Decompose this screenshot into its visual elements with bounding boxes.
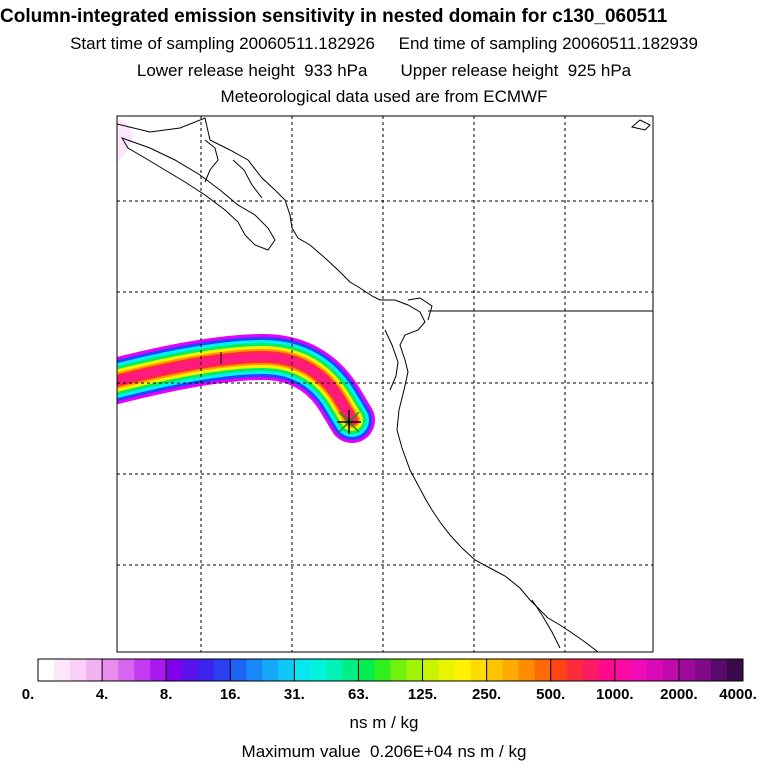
sampling-time-line: Start time of sampling 20060511.182926 E… xyxy=(70,34,698,53)
colorbar-swatch xyxy=(134,659,151,681)
puget-sound xyxy=(384,329,399,391)
colorbar-swatch xyxy=(454,659,472,681)
colorbar-label: 4000. xyxy=(719,686,757,703)
colorbar-swatch xyxy=(486,659,504,681)
colorbar-swatch xyxy=(230,659,247,681)
colorbar-swatch xyxy=(518,659,536,681)
inland-coast xyxy=(407,297,433,321)
colorbar xyxy=(37,658,744,682)
colorbar-label: 31. xyxy=(283,686,305,703)
maximum-value: Maximum value 0.206E+04 ns m / kg xyxy=(241,742,527,761)
colorbar-label: 2000. xyxy=(660,686,698,703)
map-frame xyxy=(116,115,654,653)
plume-band xyxy=(117,352,356,424)
colorbar-swatch xyxy=(358,659,375,681)
colorbar-swatch xyxy=(694,659,712,681)
bay-coast xyxy=(531,599,561,649)
map-title: Column-integrated emission sensitivity i… xyxy=(0,6,668,27)
colorbar-label: 125. xyxy=(407,686,438,703)
colorbar-swatch xyxy=(38,659,55,681)
map-area xyxy=(117,116,653,652)
met-data-line: Meteorological data used are from ECMWF xyxy=(220,87,548,106)
colorbar-swatch xyxy=(54,659,71,681)
colorbar-label: 4. xyxy=(95,686,109,703)
colorbar-swatch xyxy=(630,659,648,681)
colorbar-swatch xyxy=(198,659,215,681)
colorbar-swatch xyxy=(678,659,696,681)
colorbar-swatch xyxy=(406,659,424,681)
island-small xyxy=(630,119,651,131)
colorbar-swatch xyxy=(422,659,440,681)
colorbar-label: 500. xyxy=(536,686,566,703)
lat-lon-grid xyxy=(117,116,653,652)
coastlines xyxy=(117,117,651,652)
colorbar-swatch xyxy=(326,659,343,681)
colorbar-swatch xyxy=(166,659,183,681)
colorbar-swatch xyxy=(582,659,600,681)
colorbar-frame xyxy=(37,658,744,682)
colorbar-swatch xyxy=(534,659,552,681)
colorbar-swatch xyxy=(470,659,488,681)
colorbar-swatch xyxy=(102,659,119,681)
colorbar-swatch xyxy=(342,659,359,681)
colorbar-label: 1000. xyxy=(596,686,634,703)
colorbar-swatch xyxy=(246,659,263,681)
colorbar-swatch xyxy=(726,659,744,681)
colorbar-swatch xyxy=(502,659,520,681)
colorbar-swatch xyxy=(214,659,231,681)
colorbar-swatch xyxy=(614,659,632,681)
colorbar-swatch xyxy=(390,659,408,681)
colorbar-swatch xyxy=(710,659,728,681)
colorbar-swatch xyxy=(262,659,279,681)
colorbar-swatch xyxy=(182,659,199,681)
release-height-line: Lower release height 933 hPa Upper relea… xyxy=(136,61,632,80)
inlet-coast-2 xyxy=(232,159,263,199)
colorbar-swatch xyxy=(646,659,664,681)
colorbar-swatch xyxy=(150,659,167,681)
colorbar-swatch xyxy=(374,659,391,681)
colorbar-swatch xyxy=(550,659,568,681)
colorbar-swatch xyxy=(438,659,456,681)
colorbar-label: 8. xyxy=(159,686,173,703)
colorbar-swatch xyxy=(566,659,584,681)
faint-sensitivity-patch xyxy=(117,118,133,162)
colorbar-swatch xyxy=(118,659,135,681)
colorbar-swatch xyxy=(662,659,680,681)
colorbar-label: 0. xyxy=(21,686,35,703)
colorbar-swatch xyxy=(278,659,295,681)
colorbar-units: ns m / kg xyxy=(349,713,419,732)
colorbar-swatch xyxy=(86,659,103,681)
colorbar-swatch xyxy=(310,659,327,681)
coastline-main xyxy=(117,117,599,652)
colorbar-label: 63. xyxy=(348,686,369,703)
colorbar-label: 250. xyxy=(472,686,502,703)
release-point-marker xyxy=(337,410,361,434)
inlet-coast xyxy=(204,139,219,183)
colorbar-swatch xyxy=(598,659,616,681)
emission-plume xyxy=(117,334,375,443)
colorbar-swatch xyxy=(70,659,87,681)
colorbar-swatch xyxy=(294,659,311,681)
island-vancouver xyxy=(120,137,276,251)
colorbar-label: 16. xyxy=(219,686,241,703)
